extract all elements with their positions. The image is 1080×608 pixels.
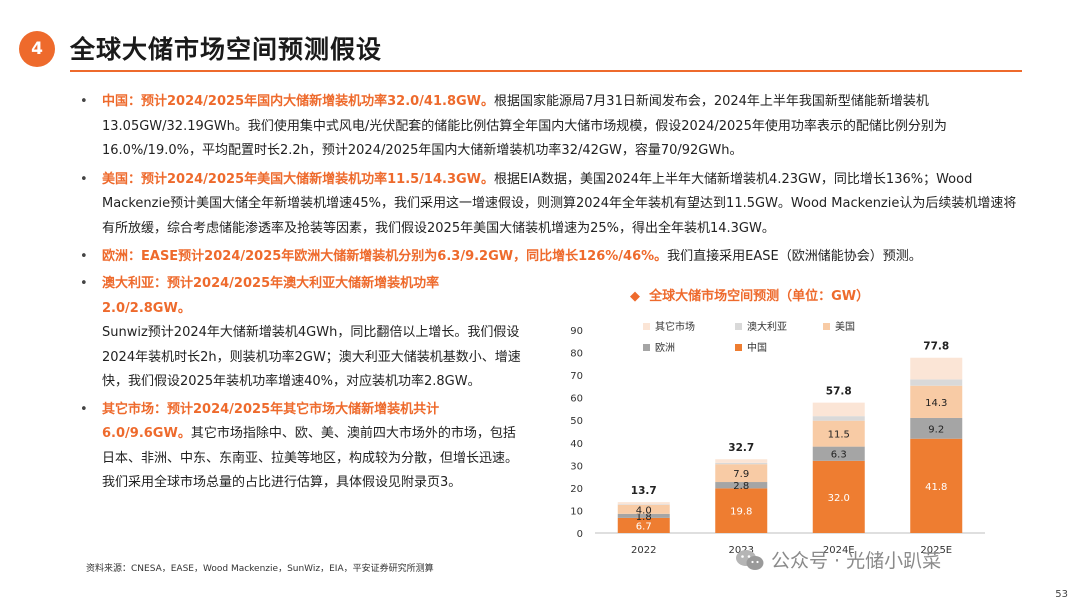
legend-label: 其它市场	[655, 320, 695, 333]
bar-segment	[812, 402, 865, 417]
bullet-dot: •	[80, 94, 88, 109]
legend-swatch	[735, 344, 742, 351]
legend-label: 澳大利亚	[747, 320, 787, 333]
bullet-other-markets: • 其它市场：预计2024/2025年其它市场大储新增装机共计6.0/9.6GW。…	[80, 398, 526, 496]
bar-value-label: 2.8	[733, 481, 749, 492]
bar-segment	[910, 379, 963, 386]
page-number: 53	[1055, 589, 1068, 600]
bullet-list-narrow: • 澳大利亚：预计2024/2025年澳大利亚大储新增装机功率2.0/2.8GW。…	[80, 272, 526, 499]
bar-value-label: 6.7	[636, 521, 652, 532]
bar-segment	[715, 464, 768, 483]
bullet-body: 根据EIA数据，美国2024年上半年大储新增装机4.23GW，同比增长136%；…	[102, 171, 1017, 236]
section-number-badge: 4	[19, 31, 55, 67]
bar-segment	[812, 460, 865, 533]
legend-swatch	[823, 323, 830, 330]
bar-value-label: 4.0	[636, 505, 652, 516]
bullet-body: Sunwiz预计2024年大储新增装机4GWh，同比翻倍以上增长。我们假设202…	[102, 325, 521, 389]
bar-segment	[617, 513, 670, 518]
legend-label: 欧洲	[655, 342, 675, 354]
bar-segment	[812, 420, 865, 447]
chart-title: ◆ 全球大储市场空间预测（单位：GW）	[630, 285, 869, 304]
bar-value-label: 32.0	[828, 493, 850, 504]
bullet-usa: • 美国：预计2024/2025年美国大储新增装机功率11.5/14.3GW。根据…	[80, 168, 1020, 242]
bar-value-label: 9.2	[928, 424, 944, 435]
bullet-china: • 中国：预计2024/2025年国内大储新增装机功率32.0/41.8GW。根据…	[80, 90, 1020, 164]
bullet-body: 其它市场指除中、欧、美、澳前四大市场外的市场，包括日本、非洲、中东、东南亚、拉美…	[102, 426, 519, 490]
bar-segment	[812, 446, 865, 461]
stacked-bar-chart: 0 10 20 30 40 50 60 70 80 90 6.71.84.0 13.7 2022 19.8…	[570, 320, 985, 556]
diamond-icon: ◆	[630, 289, 640, 304]
bar-segment	[910, 417, 963, 439]
bar-value-label: 14.3	[925, 398, 947, 409]
bullet-list-wide: • 中国：预计2024/2025年国内大储新增装机功率32.0/41.8GW。根据…	[80, 90, 1020, 274]
x-tick-label: 2025E	[920, 545, 952, 556]
bar-segment	[910, 385, 963, 418]
y-tick-label: 0	[577, 529, 583, 540]
chart-title-text: 全球大储市场空间预测（单位：GW）	[649, 289, 870, 304]
page-title: 全球大储市场空间预测假设	[70, 35, 383, 64]
title-divider	[70, 70, 1022, 72]
bar-segment	[715, 488, 768, 533]
x-tick-label: 2024E	[823, 545, 855, 556]
bar-segment	[715, 462, 768, 465]
legend-label: 美国	[835, 320, 855, 333]
y-tick-label: 70	[570, 371, 583, 382]
y-tick-label: 40	[570, 439, 583, 450]
wechat-icon	[736, 549, 764, 570]
bullet-dot: •	[80, 171, 88, 187]
bar-segment	[812, 416, 865, 421]
watermark-text: 公众号 · 光储小趴菜	[771, 550, 942, 572]
source-note: 资料来源：CNESA，EASE，Wood Mackenzie，SunWiz，EI…	[86, 564, 434, 574]
legend-label: 中国	[747, 341, 767, 354]
bullet-body: 我们直接采用EASE（欧洲储能协会）预测。	[667, 249, 922, 264]
y-tick-label: 80	[570, 349, 583, 360]
y-tick-label: 90	[570, 326, 583, 337]
bullet-australia: • 澳大利亚：预计2024/2025年澳大利亚大储新增装机功率2.0/2.8GW。…	[80, 272, 526, 395]
bullet-head: 中国：预计2024/2025年国内大储新增装机功率32.0/41.8GW。	[102, 94, 495, 109]
bar-segment	[910, 357, 963, 380]
bar-value-label: 19.8	[730, 507, 752, 518]
watermark: 公众号 · 光储小趴菜	[735, 546, 941, 573]
bullet-head: 澳大利亚：预计2024/2025年澳大利亚大储新增装机功率2.0/2.8GW。	[102, 276, 440, 316]
bar-value-label: 1.8	[636, 512, 652, 523]
bar-value-label: 6.3	[831, 450, 847, 461]
bar-segment	[715, 482, 768, 489]
x-tick-label: 2022	[631, 545, 656, 556]
bar-total-label: 57.8	[826, 386, 852, 398]
bullet-head: 欧洲：EASE预计2024/2025年欧洲大储新增装机分别为6.3/9.2GW，…	[102, 249, 668, 264]
bullet-europe: • 欧洲：EASE预计2024/2025年欧洲大储新增装机分别为6.3/9.2GW…	[80, 245, 1020, 270]
bar-value-label: 41.8	[925, 482, 947, 493]
bullet-dot: •	[80, 401, 88, 417]
bullet-dot: •	[80, 276, 88, 291]
y-tick-label: 20	[570, 484, 583, 495]
bar-total-label: 32.7	[728, 442, 754, 454]
bullet-body: 根据国家能源局7月31日新闻发布会，2024年上半年我国新型储能新增装机13.0…	[102, 94, 947, 158]
bar-segment	[617, 504, 670, 514]
y-tick-label: 10	[570, 506, 583, 517]
bar-segment	[910, 438, 963, 533]
bar-value-label: 7.9	[733, 469, 749, 480]
bullet-head: 美国：预计2024/2025年美国大储新增装机功率11.5/14.3GW。	[102, 171, 495, 187]
bar-segment	[715, 459, 768, 463]
bullet-dot: •	[80, 249, 88, 264]
legend-swatch	[643, 344, 650, 351]
bullet-head: 其它市场：预计2024/2025年其它市场大储新增装机共计6.0/9.6GW。	[102, 401, 440, 442]
bar-segment	[617, 504, 670, 505]
legend-swatch	[643, 323, 650, 330]
bar-total-label: 13.7	[631, 485, 657, 497]
legend-swatch	[735, 323, 742, 330]
y-tick-label: 30	[570, 461, 583, 472]
y-tick-label: 50	[570, 416, 583, 427]
bar-value-label: 11.5	[828, 430, 850, 441]
y-tick-label: 60	[570, 394, 583, 405]
bar-total-label: 77.8	[923, 341, 949, 353]
bar-segment	[617, 517, 670, 533]
bar-segment	[617, 502, 670, 505]
